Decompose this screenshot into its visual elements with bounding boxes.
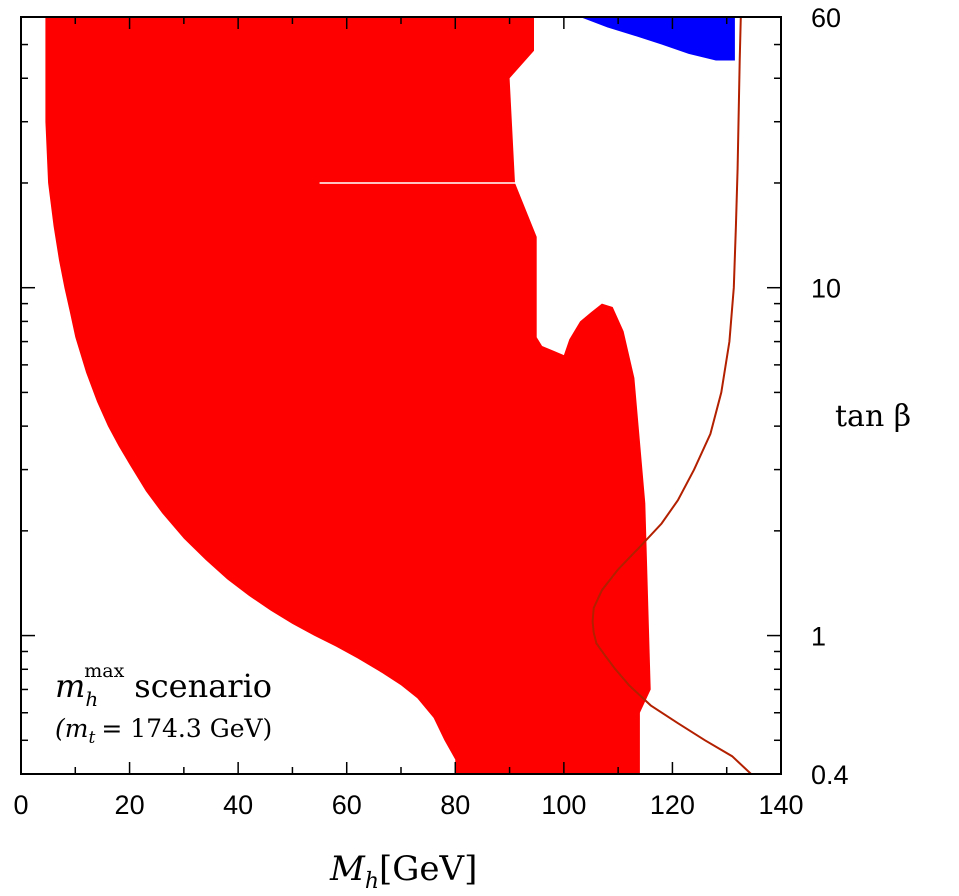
x-axis-title-main: M xyxy=(329,849,366,889)
x-tick-label: 0 xyxy=(13,790,28,820)
y-axis-title: tan β xyxy=(835,399,911,434)
x-tick-label: 80 xyxy=(440,790,470,820)
y-tick-label: 0.4 xyxy=(811,760,849,790)
x-axis-title-unit: [GeV] xyxy=(379,849,477,889)
top-mass-label: (mt = 174.3 GeV) xyxy=(55,714,272,748)
x-tick-label: 120 xyxy=(650,790,695,820)
red-excluded-region xyxy=(45,17,651,774)
x-tick-label: 140 xyxy=(758,790,803,820)
scenario-label: mh max scenario xyxy=(55,660,272,711)
top-mass-rest: = 174.3 GeV) xyxy=(101,714,272,743)
theoretical-boundary-curve xyxy=(591,17,752,774)
x-axis-title-sub: h xyxy=(365,869,379,894)
x-tick-label: 20 xyxy=(115,790,145,820)
scenario-label-rest: scenario xyxy=(134,667,272,705)
top-mass-open: (m xyxy=(55,714,88,743)
x-axis-title: Mh[GeV] xyxy=(329,849,477,894)
y-tick-label: 1 xyxy=(811,622,826,652)
y-tick-label: 10 xyxy=(811,274,841,304)
x-tick-label: 60 xyxy=(332,790,362,820)
excluded-regions xyxy=(45,17,735,774)
y-tick-label: 60 xyxy=(811,3,841,33)
scenario-label-main: m xyxy=(55,667,85,705)
boundary-curve-layer xyxy=(591,17,752,774)
top-mass-sub: t xyxy=(88,728,95,748)
scenario-label-sup: max xyxy=(84,660,124,682)
scenario-label-sub: h xyxy=(85,687,98,711)
axis-tick-labels: 0 20 40 60 80 100 120 140 60 10 1 0.4 xyxy=(13,3,848,820)
x-tick-label: 100 xyxy=(541,790,586,820)
axis-ticks xyxy=(20,16,782,775)
blue-excluded-region xyxy=(536,17,735,61)
x-tick-label: 40 xyxy=(223,790,253,820)
